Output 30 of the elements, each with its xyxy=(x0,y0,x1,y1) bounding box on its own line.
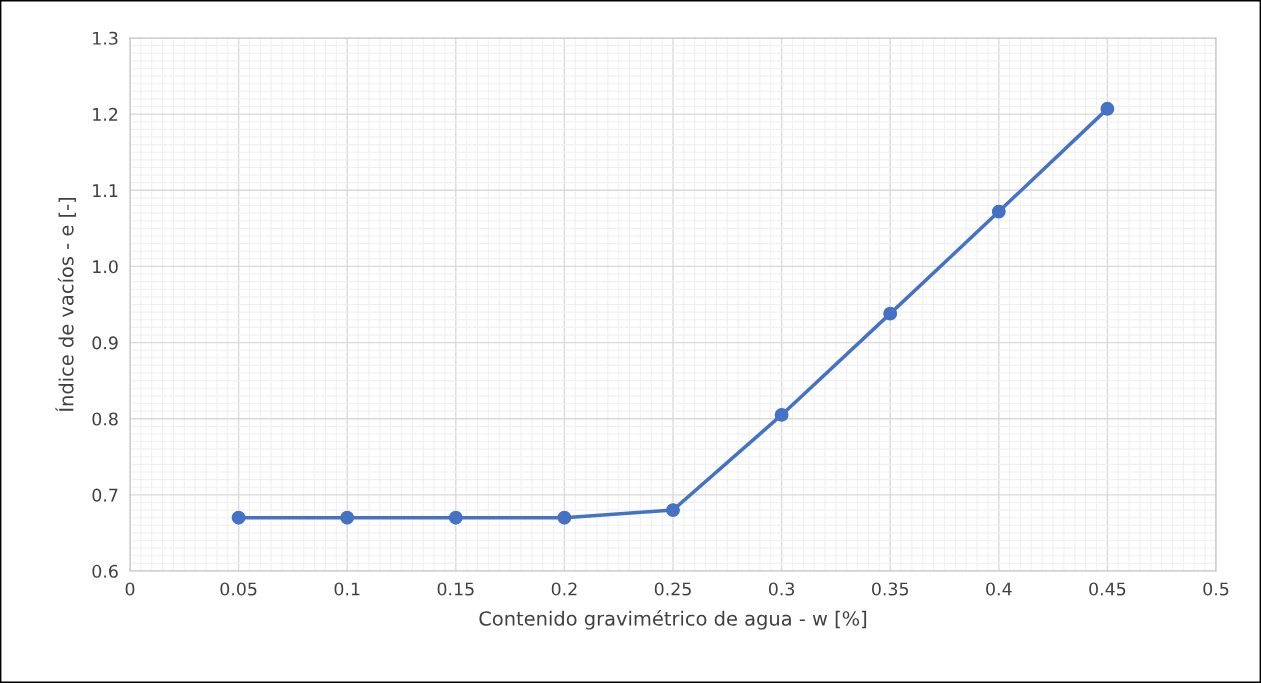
y-tick-label: 0.6 xyxy=(92,564,118,578)
y-axis-title: Índice de vacíos - e [-] xyxy=(55,197,76,412)
x-tick-label: 0.2 xyxy=(551,582,577,596)
x-tick-label: 0.5 xyxy=(1203,582,1229,596)
x-axis-title: Contenido gravimétrico de agua - w [%] xyxy=(479,610,867,630)
x-tick-label: 0.45 xyxy=(1089,582,1126,596)
x-tick-label: 0 xyxy=(125,582,135,596)
x-tick-label: 0.25 xyxy=(654,582,691,596)
point xyxy=(666,503,680,518)
x-tick-label: 0.4 xyxy=(986,582,1012,596)
y-tick-label: 0.7 xyxy=(92,488,118,502)
x-tick-label: 0.05 xyxy=(220,582,257,596)
point xyxy=(340,510,355,525)
y-tick-label: 1.3 xyxy=(93,31,118,45)
point xyxy=(883,306,898,321)
x-tick-label: 0.35 xyxy=(872,582,909,596)
point xyxy=(774,407,789,422)
point xyxy=(231,510,246,525)
point xyxy=(448,510,463,525)
y-tick-label: 1.1 xyxy=(93,184,118,197)
point xyxy=(1100,101,1115,116)
x-tick-label: 0.15 xyxy=(437,582,474,596)
y-tick-label: 1.2 xyxy=(93,107,118,121)
point xyxy=(991,204,1006,219)
x-tick-label: 0.1 xyxy=(334,582,360,596)
y-tick-label: 0.8 xyxy=(92,412,118,426)
y-tick-label: 0.9 xyxy=(92,336,118,350)
y-tick-label: 1.0 xyxy=(93,260,118,274)
point xyxy=(557,510,572,525)
x-tick-label: 0.3 xyxy=(768,582,795,596)
